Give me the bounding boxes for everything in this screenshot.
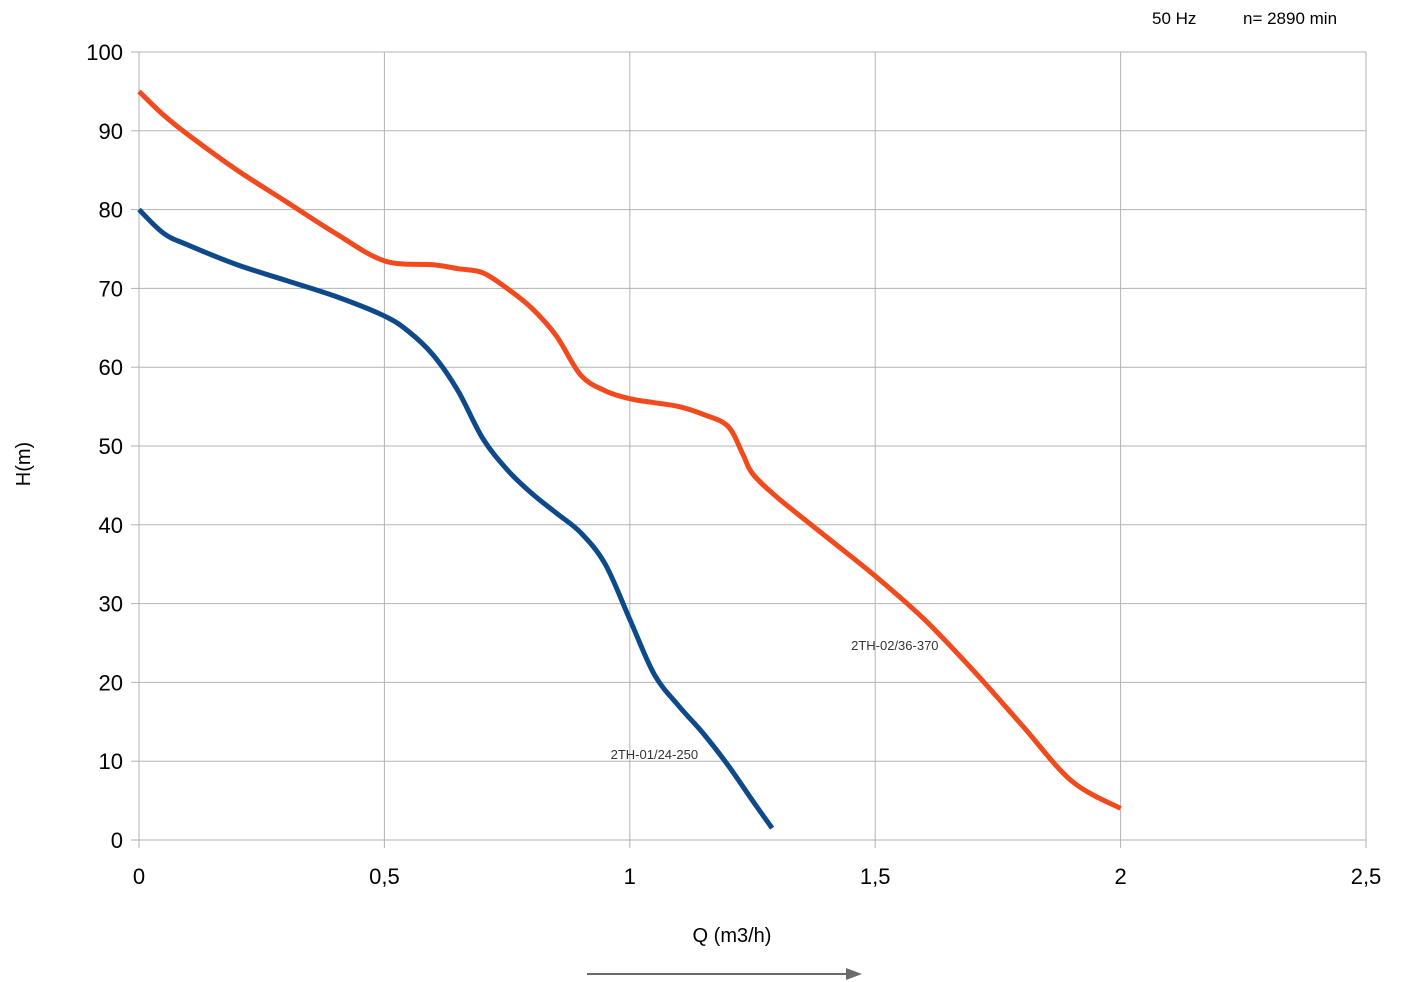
x-tick-label: 0 bbox=[133, 864, 145, 889]
x-tick-label: 1 bbox=[624, 864, 636, 889]
speed-label: n= 2890 min bbox=[1243, 9, 1337, 28]
y-tick-label: 40 bbox=[99, 513, 123, 538]
series-line-2th-02-36-370 bbox=[137, 89, 1122, 811]
series-line-2th-01-24-250 bbox=[137, 207, 775, 830]
series-label: 2TH-01/24-250 bbox=[611, 747, 698, 762]
y-tick-label: 100 bbox=[86, 40, 123, 65]
x-tick-label: 1,5 bbox=[860, 864, 891, 889]
flow-direction-arrow bbox=[587, 968, 862, 980]
y-tick-label: 80 bbox=[99, 198, 123, 223]
frequency-label: 50 Hz bbox=[1152, 9, 1196, 28]
y-tick-label: 90 bbox=[99, 119, 123, 144]
x-tick-label: 2,5 bbox=[1351, 864, 1382, 889]
flow-arrow-head bbox=[846, 968, 862, 980]
x-axis-title: Q (m3/h) bbox=[693, 925, 772, 947]
series-labels: 2TH-01/24-250 2TH-02/36-370 bbox=[611, 638, 939, 762]
y-tick-label: 30 bbox=[99, 592, 123, 617]
x-tick-label: 0,5 bbox=[369, 864, 400, 889]
y-tick-label: 20 bbox=[99, 670, 123, 695]
y-tick-label: 0 bbox=[111, 828, 123, 853]
grid bbox=[138, 51, 1367, 841]
y-tick-label: 50 bbox=[99, 434, 123, 459]
y-tick-label: 60 bbox=[99, 355, 123, 380]
axes: 0 10 20 30 40 50 60 70 80 90 100 0 0,5 1 1,5 2 2,5 bbox=[86, 40, 1381, 889]
y-axis-title: H(m) bbox=[13, 442, 35, 486]
series-lines bbox=[137, 89, 1122, 830]
series-label: 2TH-02/36-370 bbox=[851, 638, 938, 653]
y-tick-label: 70 bbox=[99, 276, 123, 301]
y-tick-label: 10 bbox=[99, 749, 123, 774]
x-tick-label: 2 bbox=[1114, 864, 1126, 889]
